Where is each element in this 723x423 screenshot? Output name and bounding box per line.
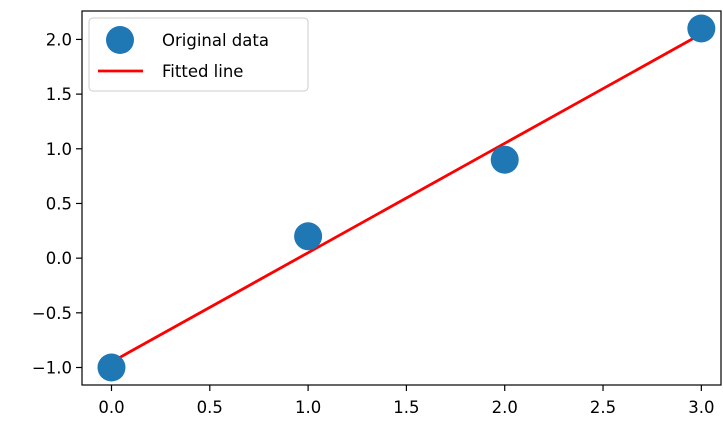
x-tick-label: 1.0	[295, 398, 321, 417]
data-point	[294, 222, 323, 251]
axes: 0.0 0.5 1.0 1.5 2.0 2.5 3.0 −1.0 −0.5 0.0 0.5 1.0 1.…	[32, 10, 722, 417]
y-tick-label: 0.0	[46, 249, 72, 268]
axes-frame	[81, 10, 722, 386]
legend-label-original-data: Original data	[162, 31, 269, 50]
x-tick-label: 2.0	[492, 398, 518, 417]
x-tick-label: 1.5	[393, 398, 419, 417]
x-tick-label: 0.5	[197, 398, 223, 417]
legend: Original data Fitted line	[88, 17, 309, 92]
x-tick-label: 0.0	[98, 398, 124, 417]
data-point	[687, 14, 716, 43]
y-tick-label: −0.5	[32, 304, 72, 323]
legend-marker-original-data	[106, 26, 134, 54]
x-tick-label: 3.0	[688, 398, 714, 417]
y-tick-label: −1.0	[32, 359, 72, 378]
data-point	[490, 145, 519, 174]
y-tick-label: 1.5	[46, 85, 72, 104]
legend-label-fitted-line: Fitted line	[162, 62, 243, 81]
x-tick-label: 2.5	[590, 398, 616, 417]
legend-frame	[88, 17, 309, 92]
y-tick-label: 1.0	[46, 140, 72, 159]
y-tick-label: 0.5	[46, 194, 72, 213]
series-line-fitted-line	[109, 32, 704, 364]
plot-area	[97, 14, 716, 382]
y-tick-label: 2.0	[46, 30, 72, 49]
data-point	[97, 353, 126, 382]
